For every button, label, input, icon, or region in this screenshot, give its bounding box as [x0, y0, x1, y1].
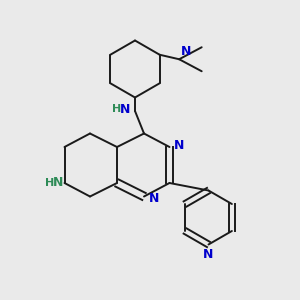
Text: N: N [120, 103, 130, 116]
Text: N: N [148, 191, 159, 205]
Text: N: N [174, 139, 184, 152]
Text: N: N [181, 45, 191, 58]
Text: H: H [112, 104, 122, 115]
Text: N: N [203, 248, 214, 261]
Text: H: H [45, 178, 54, 188]
Text: N: N [52, 176, 63, 190]
